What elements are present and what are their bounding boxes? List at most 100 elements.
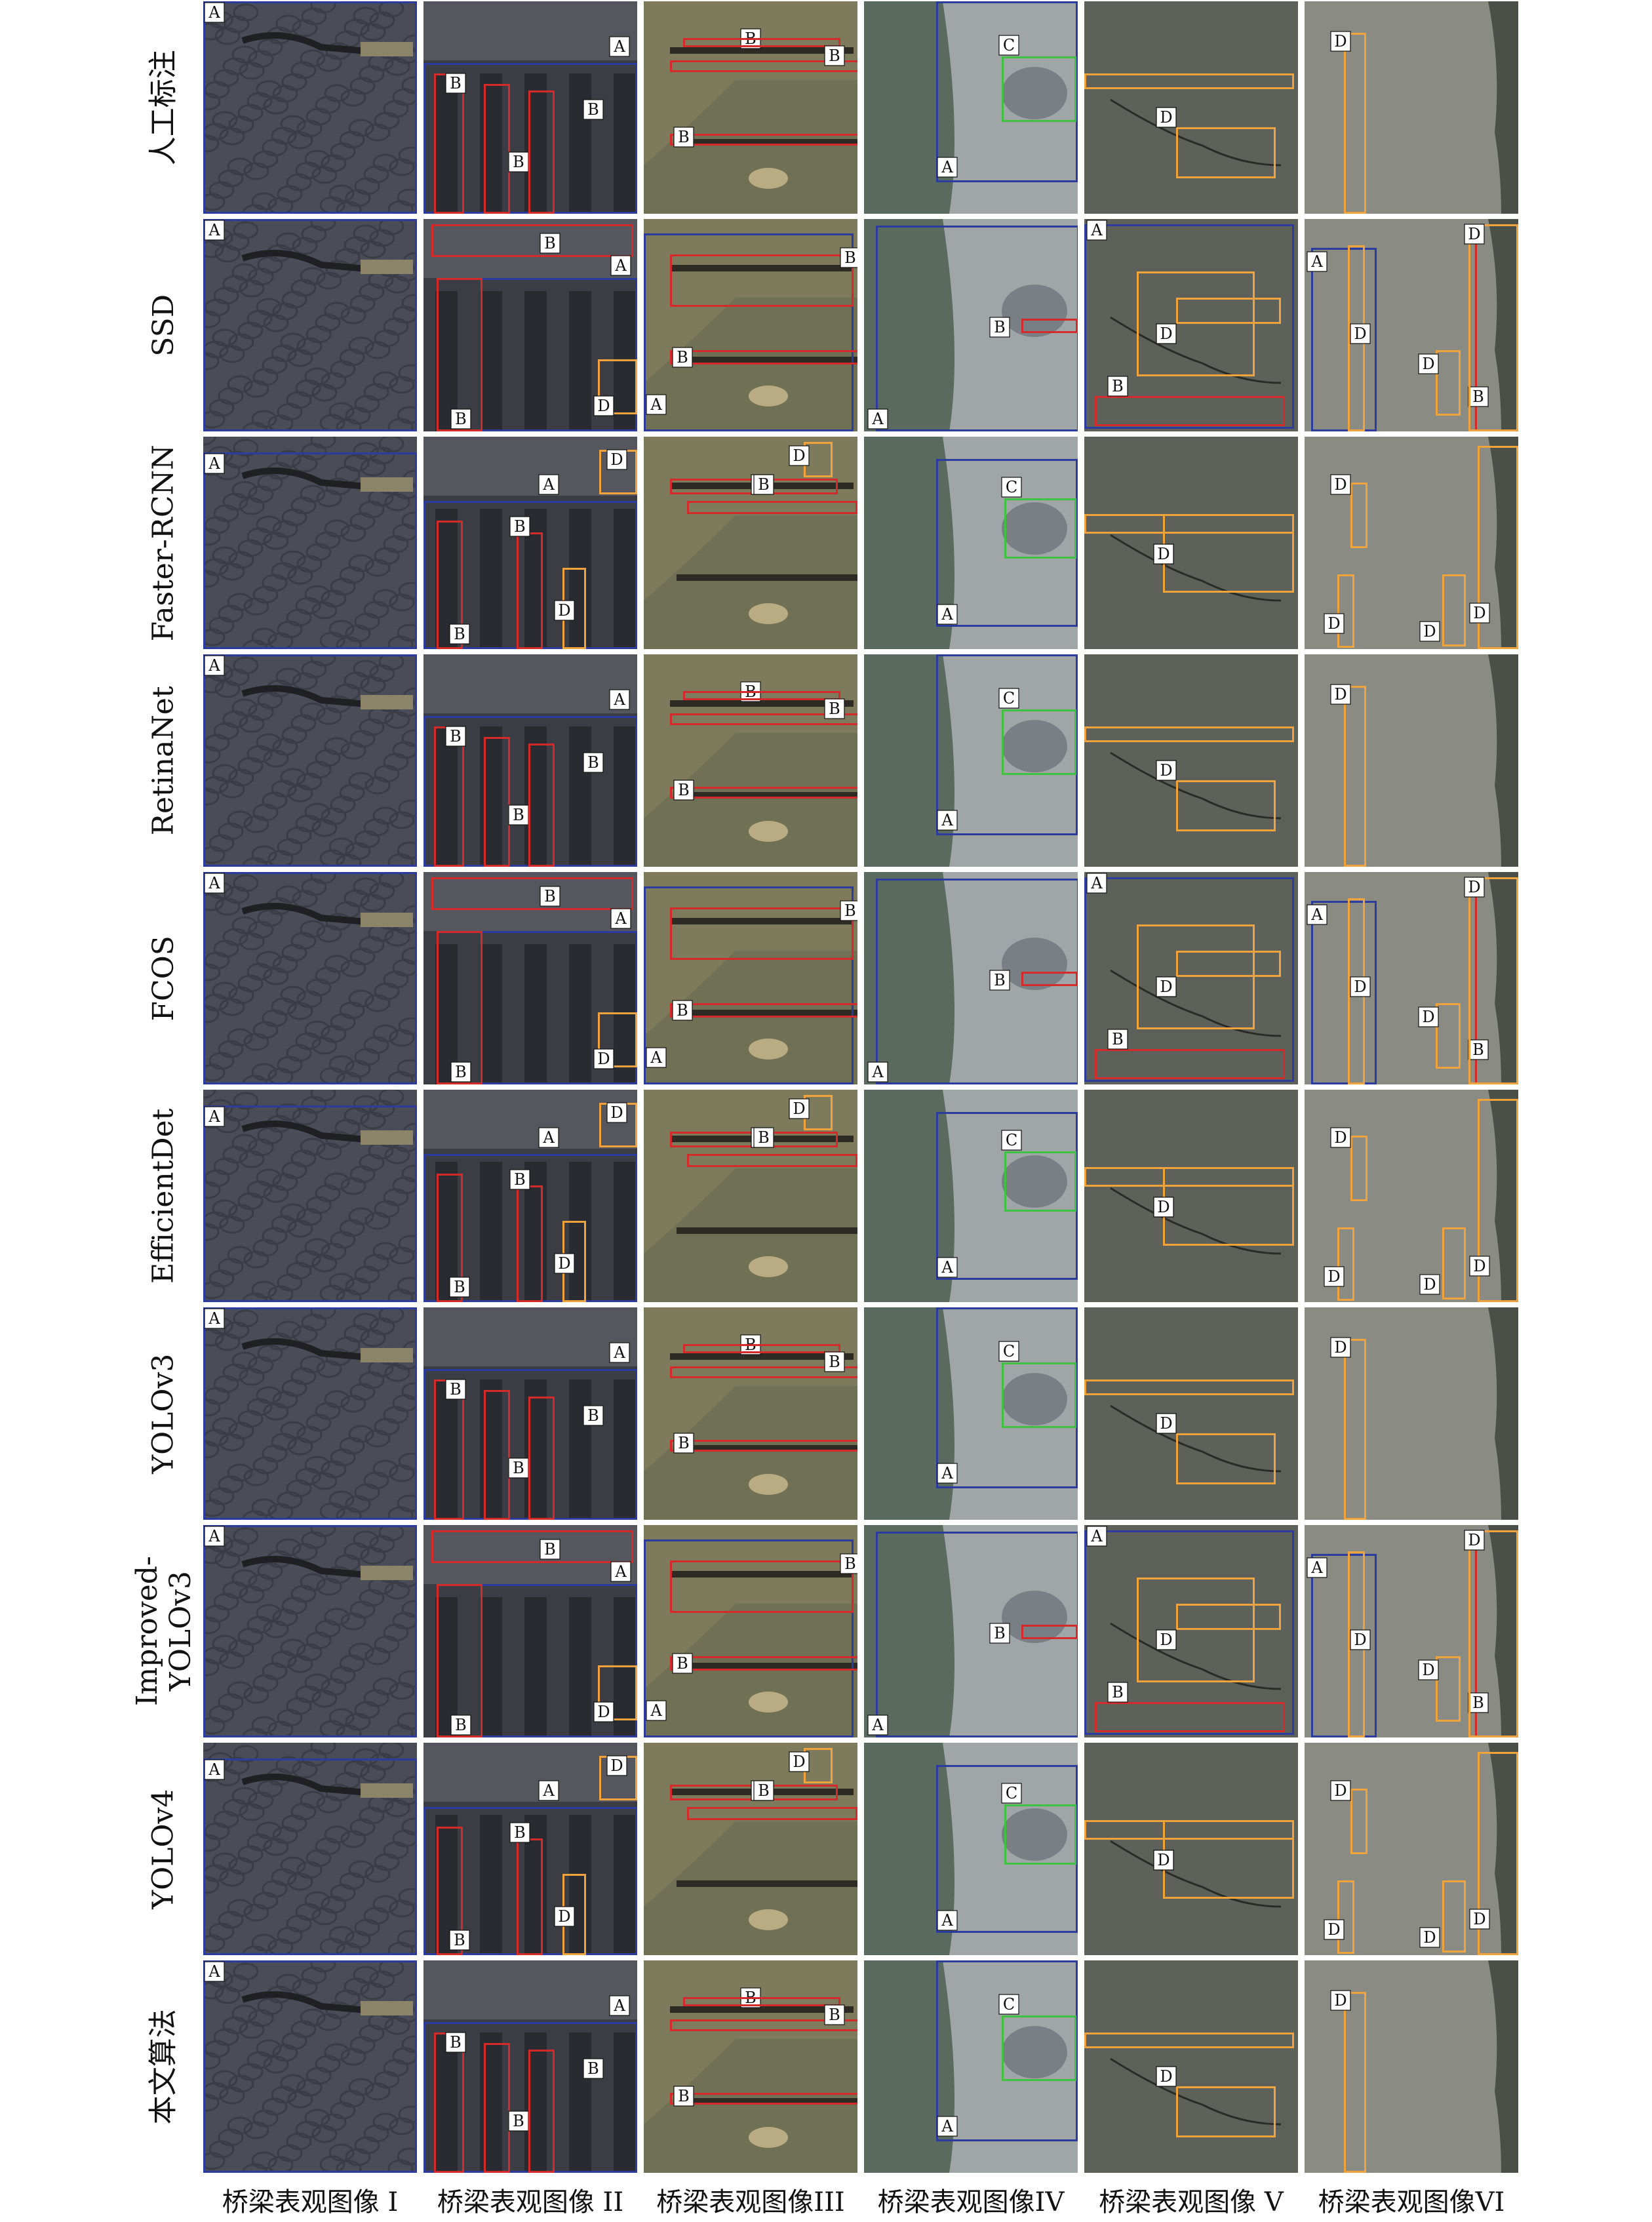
svg-text:A: A [208, 221, 220, 239]
detection-box-A: A [1084, 1526, 1294, 1735]
detection-box-D: D [1156, 107, 1276, 178]
detection-box-D: D [593, 1012, 637, 1069]
svg-text:B: B [513, 806, 524, 824]
panel-r2-c2: BBD [644, 437, 857, 649]
svg-text:B: B [1112, 1030, 1124, 1048]
panel-r4-c5: A D D B D [1305, 872, 1518, 1084]
row-label-5: EfficientDet [146, 1108, 180, 1284]
detection-box-D: D [1330, 31, 1366, 214]
panel-image: DD [1084, 437, 1298, 649]
detection-box-D: D [1324, 574, 1354, 648]
column-label-2: 桥梁表观图像III [656, 2187, 845, 2217]
panel-r9-c4: DD [1084, 1960, 1298, 2173]
svg-text:A: A [542, 1781, 555, 1800]
detection-box-B: B [687, 474, 857, 514]
detection-box-D: D [1348, 898, 1371, 1084]
svg-text:D: D [1468, 1531, 1480, 1549]
svg-text:D: D [1160, 108, 1172, 127]
panel-image: A B B [644, 1525, 857, 1737]
detection-box-D: D [554, 1221, 586, 1302]
svg-text:D: D [1334, 475, 1347, 494]
panel-image: A B B B [423, 1307, 637, 1520]
detection-box-D: D [1330, 1127, 1367, 1201]
panel-r2-c5: D D D D [1305, 437, 1518, 649]
svg-text:B: B [450, 727, 462, 745]
panel-image: A [203, 1090, 417, 1302]
svg-text:B: B [758, 475, 770, 494]
panel-r2-c4: DD [1084, 437, 1298, 649]
panel-r6-c4: DD [1084, 1307, 1298, 1520]
detection-box-B: B [509, 1822, 543, 1955]
detection-box-A: A [1084, 220, 1294, 429]
svg-text:D: D [1328, 614, 1340, 633]
detection-box-B: B [683, 691, 845, 719]
detection-box-D: D [1137, 1577, 1255, 1682]
detection-box-B: B [528, 2050, 604, 2173]
detection-box-D: D [1464, 224, 1518, 431]
panel-image: D D D D [1305, 1090, 1518, 1302]
svg-text:D: D [1334, 685, 1347, 704]
detection-box-A: A [203, 872, 417, 1084]
svg-text:D: D [1328, 1267, 1340, 1286]
detection-box-B: B [989, 317, 1078, 338]
panel-image: DD [1084, 1960, 1298, 2173]
svg-text:A: A [941, 1258, 953, 1277]
svg-text:A: A [208, 454, 220, 473]
detection-box-B: B [484, 2043, 529, 2173]
detection-box-A: A [936, 1112, 1078, 1280]
panel-image: D [1305, 1307, 1518, 1520]
detection-box-A: A [203, 1105, 417, 1302]
svg-text:B: B [454, 625, 465, 643]
detection-box-D: D [1137, 924, 1255, 1029]
panel-r4-c0: A [203, 872, 417, 1084]
detection-box-B: B [670, 127, 857, 148]
detection-box-D: D [1418, 1003, 1461, 1069]
detection-box-B: B [1095, 1029, 1285, 1079]
svg-text:B: B [829, 2006, 840, 2024]
row-label-3: RetinaNet [146, 686, 180, 835]
svg-text:D: D [1354, 978, 1366, 996]
svg-text:B: B [587, 2059, 599, 2078]
svg-text:A: A [208, 1107, 220, 1126]
svg-text:A: A [614, 909, 627, 928]
detection-box-D: D [1153, 1820, 1294, 1899]
svg-text:D: D [558, 601, 570, 620]
svg-text:D: D [1473, 604, 1485, 622]
svg-text:A: A [1310, 1558, 1323, 1577]
svg-text:B: B [450, 1380, 462, 1399]
svg-text:D: D [1334, 1338, 1347, 1357]
panel-image: AB [864, 1525, 1078, 1737]
svg-text:A: A [542, 1128, 555, 1147]
detection-box-D: D [1330, 684, 1366, 867]
svg-text:D: D [1160, 978, 1172, 996]
panel-image: A D D B D [1305, 872, 1518, 1084]
detection-box-A: A [437, 255, 637, 431]
panel-image: A D B B D [423, 1090, 637, 1302]
svg-text:A: A [613, 1996, 625, 2015]
svg-text:A: A [941, 2117, 953, 2135]
detection-box-B: B [670, 347, 857, 368]
detection-box-D: D [1469, 1752, 1518, 1955]
panel-r8-c1: A D B B D [423, 1743, 637, 1955]
svg-text:D: D [1422, 355, 1434, 373]
panel-r1-c5: A D D B D [1305, 219, 1518, 431]
detection-box-A: A [203, 452, 417, 649]
detection-box-D: D [1330, 474, 1367, 548]
svg-text:B: B [454, 1278, 465, 1296]
detection-box-B: B [528, 744, 604, 867]
svg-text:B: B [514, 1170, 526, 1189]
detection-box-B: B [670, 900, 857, 960]
detection-box-B: B [509, 516, 543, 649]
detection-box-B: B [437, 1174, 470, 1302]
detection-box-A: A [644, 1539, 854, 1737]
svg-text:A: A [613, 690, 625, 709]
detection-box-D: D [1469, 446, 1518, 649]
svg-text:D: D [610, 1103, 623, 1122]
detection-box-D: D [1156, 760, 1276, 831]
svg-text:C: C [1006, 1131, 1017, 1149]
